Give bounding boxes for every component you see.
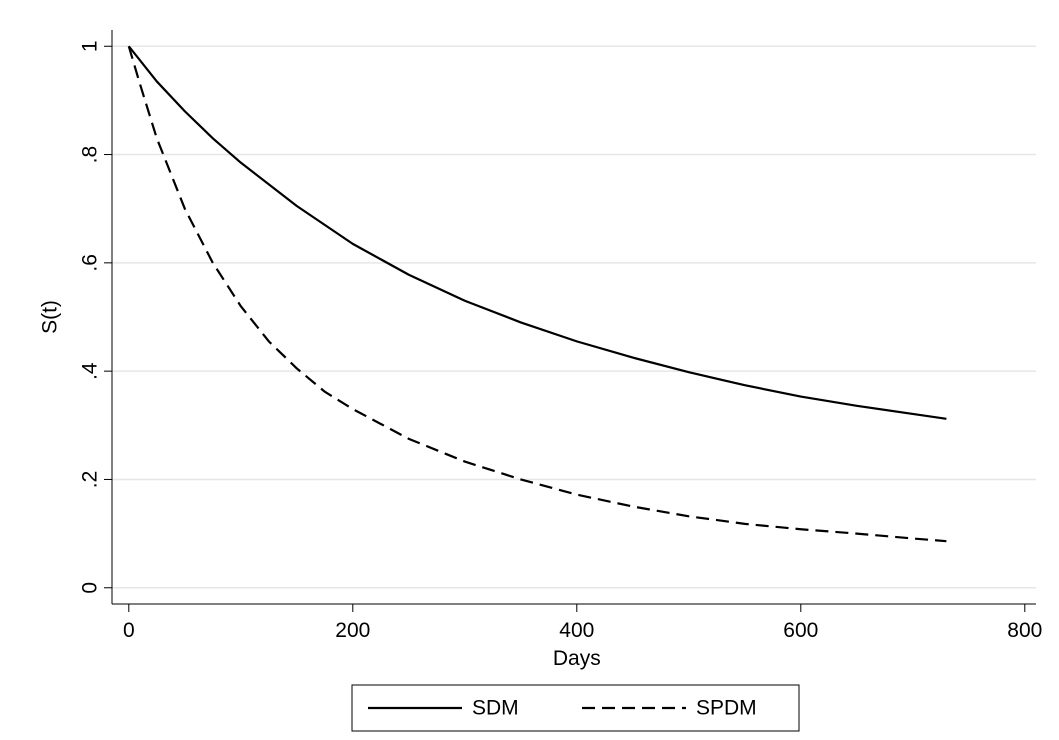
grid-lines: [112, 45, 1036, 589]
x-tick-label-3: 600: [783, 619, 818, 642]
legend-label-spdm: SPDM: [696, 697, 757, 720]
x-tick-label-2: 400: [559, 619, 594, 642]
legend-items: SDM SPDM: [368, 697, 757, 720]
series-lines: [127, 45, 947, 543]
y-axis-title: S(t): [39, 300, 62, 334]
y-tick-label-2: .4: [79, 362, 102, 380]
y-tick-label-3: .6: [79, 254, 102, 272]
x-tick-label-4: 800: [1007, 619, 1042, 642]
ticks: 0 200 400 600 800 0 .2 .4 .6 .8 1: [79, 40, 1043, 642]
axes: [111, 30, 1036, 605]
y-tick-label-1: .2: [79, 471, 102, 489]
legend: SDM SPDM: [351, 684, 800, 732]
y-tick-label-4: .8: [79, 146, 102, 164]
y-tick-label-0: 0: [79, 582, 102, 594]
x-tick-label-0: 0: [123, 619, 135, 642]
series-line-sdm: [127, 45, 947, 420]
legend-label-sdm: SDM: [472, 697, 519, 720]
series-line-spdm: [127, 45, 947, 543]
x-axis-title: Days: [553, 647, 601, 670]
x-tick-label-1: 200: [335, 619, 370, 642]
y-tick-label-5: 1: [79, 40, 102, 52]
legend-box: [351, 684, 800, 732]
